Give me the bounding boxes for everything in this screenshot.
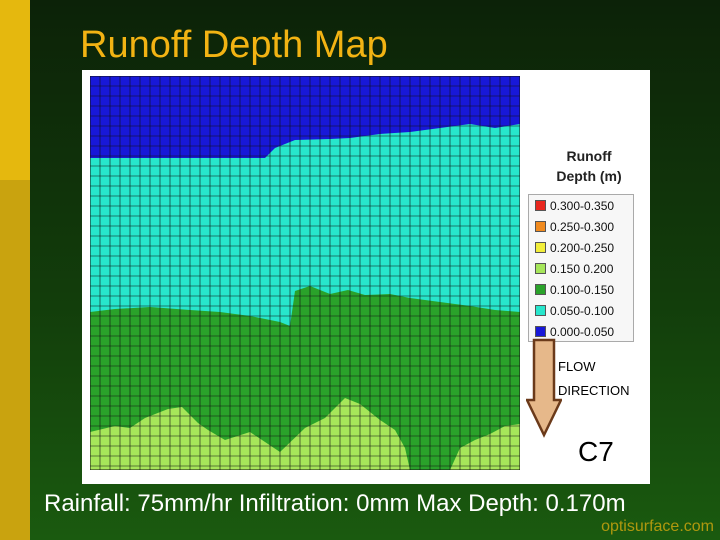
legend-swatch bbox=[535, 263, 546, 274]
flow-direction-line2: DIRECTION bbox=[558, 383, 630, 398]
legend-item: 0.150 0.200 bbox=[529, 258, 633, 279]
map-panel: Runoff Depth (m) 0.300-0.350 0.250-0.300 0… bbox=[82, 70, 650, 484]
legend-swatch bbox=[535, 305, 546, 316]
accent-bar bbox=[0, 0, 30, 540]
map-grid bbox=[90, 76, 520, 470]
watermark: optisurface.com bbox=[601, 518, 714, 535]
depth-zone-0150-0200-east bbox=[450, 424, 520, 470]
slide-title: Runoff Depth Map bbox=[80, 24, 388, 66]
legend-swatch bbox=[535, 326, 546, 337]
legend: 0.300-0.350 0.250-0.300 0.200-0.250 0.150 0… bbox=[528, 194, 634, 342]
flow-direction-label: FLOW DIRECTION bbox=[558, 355, 630, 403]
legend-title-line2: Depth (m) bbox=[556, 168, 622, 184]
legend-item: 0.050-0.100 bbox=[529, 300, 633, 321]
legend-label: 0.000-0.050 bbox=[550, 324, 615, 339]
legend-title-line1: Runoff bbox=[566, 148, 612, 164]
legend-title: Runoff Depth (m) bbox=[534, 146, 644, 186]
legend-label: 0.250-0.300 bbox=[550, 219, 615, 234]
legend-swatch bbox=[535, 221, 546, 232]
runoff-depth-map bbox=[90, 76, 520, 470]
legend-label: 0.100-0.150 bbox=[550, 282, 615, 297]
depth-zone-0000-0050 bbox=[90, 76, 520, 158]
legend-item: 0.250-0.300 bbox=[529, 216, 633, 237]
flow-direction-arrow-icon bbox=[526, 338, 562, 438]
legend-item: 0.300-0.350 bbox=[529, 195, 633, 216]
legend-label: 0.200-0.250 bbox=[550, 240, 615, 255]
flow-direction-line1: FLOW bbox=[558, 359, 596, 374]
scenario-label: C7 bbox=[578, 436, 614, 467]
accent-bar-top bbox=[0, 0, 30, 180]
legend-item: 0.000-0.050 bbox=[529, 321, 633, 342]
legend-item: 0.200-0.250 bbox=[529, 237, 633, 258]
legend-item: 0.100-0.150 bbox=[529, 279, 633, 300]
legend-swatch bbox=[535, 200, 546, 211]
legend-label: 0.150 0.200 bbox=[550, 261, 614, 276]
caption: Rainfall: 75mm/hr Infiltration: 0mm Max … bbox=[44, 490, 626, 517]
legend-label: 0.300-0.350 bbox=[550, 198, 615, 213]
legend-swatch bbox=[535, 242, 546, 253]
legend-label: 0.050-0.100 bbox=[550, 303, 615, 318]
legend-swatch bbox=[535, 284, 546, 295]
